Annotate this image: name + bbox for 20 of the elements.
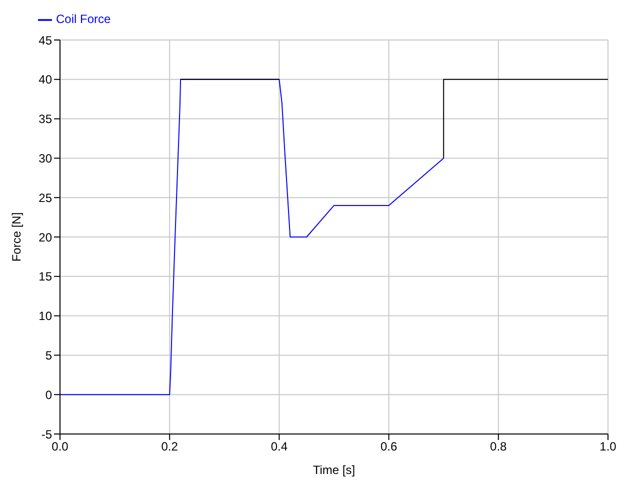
y-tick-label: 5 [45,348,52,362]
y-tick-label: -5 [41,427,52,442]
y-tick-label: 45 [38,33,52,48]
x-tick-label: 0.8 [490,440,508,454]
x-tick-label: 1.0 [600,440,617,454]
y-tick-label: 40 [38,72,52,87]
y-tick-label: 20 [38,230,52,244]
y-tick-label: 10 [38,309,52,324]
y-tick-label: 35 [38,112,52,126]
x-tick-label: 0.4 [270,440,288,454]
x-tick-label: 0.6 [380,440,398,454]
y-tick-label: 25 [38,190,52,205]
legend-label: Coil Force [56,12,111,26]
y-tick-label: 15 [38,270,52,284]
y-tick-label: 30 [38,151,52,166]
x-tick-label: 0.0 [52,440,69,454]
x-axis-title: Time [s] [312,463,356,477]
y-axis-title: Force [N] [9,212,24,262]
x-tick-label: 0.2 [161,440,178,454]
y-tick-label: 0 [45,388,52,402]
